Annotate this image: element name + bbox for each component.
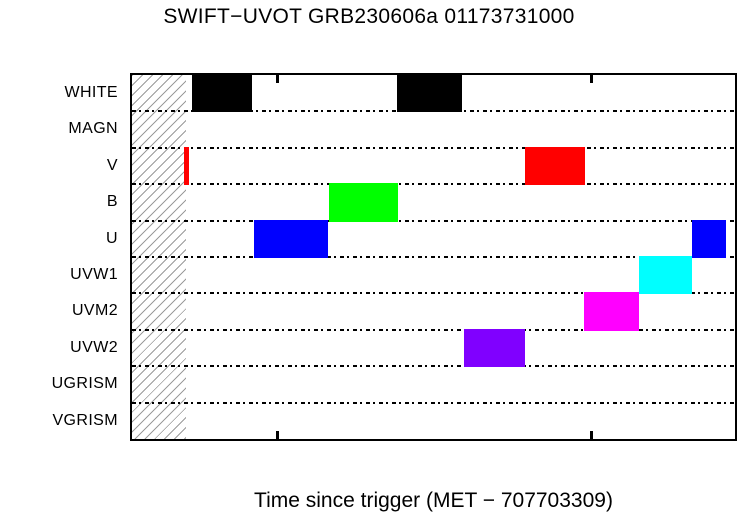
y-axis-label-white: WHITE (64, 84, 118, 101)
row-separator-line (132, 146, 735, 149)
x-axis-tick (275, 75, 279, 83)
y-axis-label-v: V (106, 156, 118, 174)
plot-box (130, 73, 737, 441)
row-separator-line (132, 401, 735, 404)
exposure-bar-uvw1 (639, 256, 692, 295)
exposure-bar-v (183, 146, 189, 186)
exposure-bar-u (692, 219, 726, 258)
y-axis-label-uvw1: UVW1 (70, 266, 118, 283)
exposure-bar-u (253, 219, 328, 258)
plot-area (132, 75, 735, 439)
exposure-bar-white (397, 75, 463, 113)
row-separator-line (132, 183, 735, 186)
y-axis-label-magn: MAGN (68, 120, 118, 138)
y-axis-label-uvw2: UVW2 (70, 338, 118, 356)
exposure-bar-v (524, 146, 585, 186)
y-axis-label-u: U (106, 229, 118, 247)
exposure-bar-white (191, 75, 252, 113)
row-separator-line (132, 219, 735, 222)
exposure-bar-b (329, 183, 398, 222)
x-axis-tick (275, 431, 279, 439)
y-axis-label-vgrism: VGRISM (52, 411, 118, 429)
row-separator-line (132, 256, 735, 258)
y-axis-label-uvm2: UVM2 (71, 302, 118, 320)
exposure-bar-uvw2 (464, 328, 525, 368)
x-axis-tick (590, 431, 594, 439)
x-axis-tick (590, 75, 594, 83)
row-separator-line (132, 292, 735, 295)
row-separator-line (132, 328, 735, 331)
row-separator-line (132, 365, 735, 368)
chart-title: SWIFT−UVOT GRB230606a 01173731000 (163, 5, 575, 28)
exposure-bar-uvm2 (584, 292, 639, 331)
y-axis-label-b: B (106, 193, 118, 211)
y-axis-label-ugrism: UGRISM (51, 375, 118, 393)
x-axis-label: Time since trigger (MET − 707703309) (254, 489, 613, 512)
